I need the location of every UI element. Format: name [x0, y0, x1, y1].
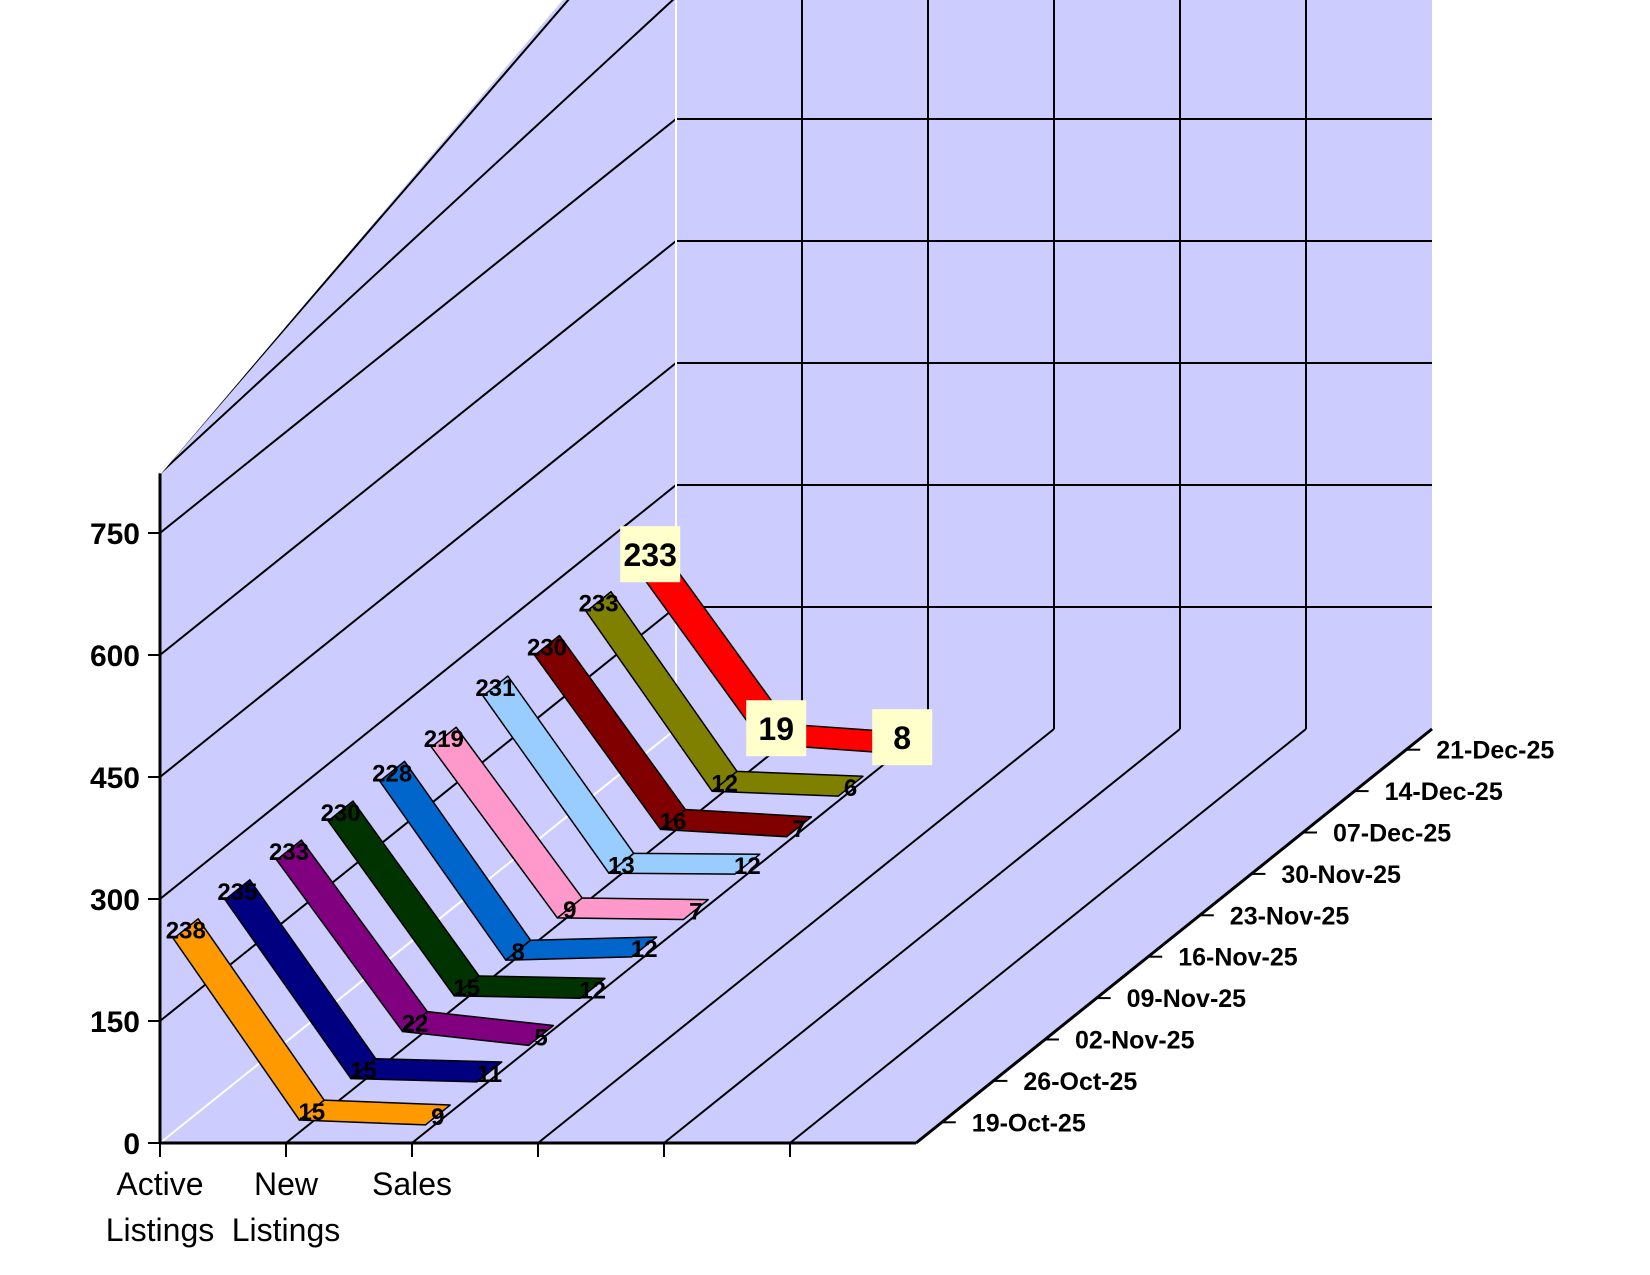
category-label: Listings — [106, 1212, 215, 1248]
series-line — [533, 634, 813, 838]
series-label: 26-Oct-25 — [1023, 1068, 1137, 1096]
data-label: 13 — [608, 852, 635, 879]
data-label: 12 — [711, 770, 738, 797]
series-line — [585, 590, 864, 797]
series-label: 14-Dec-25 — [1385, 778, 1503, 806]
data-label: 22 — [402, 1011, 429, 1038]
category-label: Sales — [372, 1166, 452, 1202]
value-tick-label: 0 — [123, 1128, 140, 1161]
data-label: 231 — [475, 675, 515, 702]
series-label: 07-Dec-25 — [1333, 820, 1451, 848]
value-tick-label: 600 — [90, 640, 140, 673]
category-label: New — [254, 1166, 319, 1202]
side-wall-gridline — [159, 484, 677, 900]
chart-labels: 238 15 9 235 15 11 233 22 5 230 15 12 228 8 12 219 9 7 231… — [166, 526, 933, 1131]
side-wall-gridline — [159, 362, 677, 778]
side-wall-gridline — [159, 0, 675, 475]
data-label: 5 — [534, 1024, 547, 1051]
value-tick-label: 750 — [90, 518, 140, 551]
series-segment — [608, 852, 761, 875]
data-label: 235 — [217, 879, 257, 906]
series-line — [172, 918, 451, 1126]
series-label: 21-Dec-25 — [1436, 737, 1554, 765]
data-label: 12 — [734, 853, 761, 880]
value-tick-label: 300 — [90, 884, 140, 917]
category-label: Listings — [232, 1212, 341, 1248]
series-axis — [915, 727, 1433, 1145]
value-tick-label: 450 — [90, 762, 140, 795]
floor-gridline — [537, 728, 1055, 1144]
data-label-box — [872, 709, 933, 766]
wall-top-edge — [159, 0, 563, 475]
series-segment — [350, 1058, 503, 1083]
data-label-box — [746, 700, 807, 757]
series-label: 09-Nov-25 — [1127, 985, 1247, 1013]
data-label: 233 — [269, 839, 309, 866]
data-label: 228 — [372, 760, 412, 787]
side-wall-gridline — [159, 118, 677, 534]
data-label: 219 — [424, 726, 464, 753]
series-line — [327, 800, 606, 1000]
series-segment — [659, 808, 813, 838]
data-label: 15 — [453, 975, 480, 1002]
data-label: 7 — [792, 816, 805, 843]
data-label: 12 — [631, 936, 658, 963]
series-segment — [711, 770, 864, 797]
data-label: 11 — [477, 1061, 502, 1088]
series-label: 16-Nov-25 — [1178, 944, 1298, 972]
chart-axes: 0 150 300 450 600 750 Active Listings New Listing… — [90, 473, 1554, 1248]
side-wall-gridline — [159, 0, 570, 475]
floor-gridline — [789, 728, 1307, 1144]
data-label: 9 — [431, 1104, 444, 1131]
data-label: 233 — [624, 537, 677, 573]
data-label: 16 — [660, 808, 687, 835]
series-line — [224, 879, 503, 1083]
category-label: Active — [116, 1166, 203, 1202]
floor-gridline — [411, 728, 929, 1144]
floor-gridline — [663, 728, 1181, 1144]
series-label: 23-Nov-25 — [1230, 902, 1350, 930]
data-label: 8 — [512, 939, 525, 966]
data-label: 238 — [166, 918, 206, 945]
value-tick-label: 150 — [90, 1006, 140, 1039]
data-label: 12 — [579, 977, 606, 1004]
series-segment — [401, 1010, 555, 1047]
series-line — [379, 760, 658, 961]
data-label: 19 — [758, 711, 794, 747]
series-label: 02-Nov-25 — [1075, 1027, 1195, 1055]
data-label-box — [620, 526, 681, 583]
data-label: 233 — [579, 591, 619, 618]
series-segment — [505, 936, 658, 961]
data-label: 230 — [527, 634, 567, 661]
data-label: 15 — [298, 1099, 325, 1126]
data-label: 6 — [844, 775, 857, 802]
chart-gridlines — [159, 0, 1433, 1144]
series-line — [482, 675, 761, 875]
series-segment — [556, 897, 709, 921]
data-label: 8 — [893, 720, 911, 756]
series-label: 19-Oct-25 — [972, 1109, 1086, 1137]
data-label: 15 — [350, 1058, 377, 1085]
series-segment — [453, 975, 606, 1000]
data-label: 7 — [689, 899, 702, 926]
side-wall-gridline — [159, 240, 677, 656]
data-label: 9 — [563, 897, 576, 924]
series-label: 30-Nov-25 — [1281, 861, 1401, 889]
series-line — [430, 726, 709, 921]
data-label: 230 — [321, 800, 361, 827]
series-line — [275, 839, 555, 1047]
series-segment — [298, 1099, 451, 1126]
